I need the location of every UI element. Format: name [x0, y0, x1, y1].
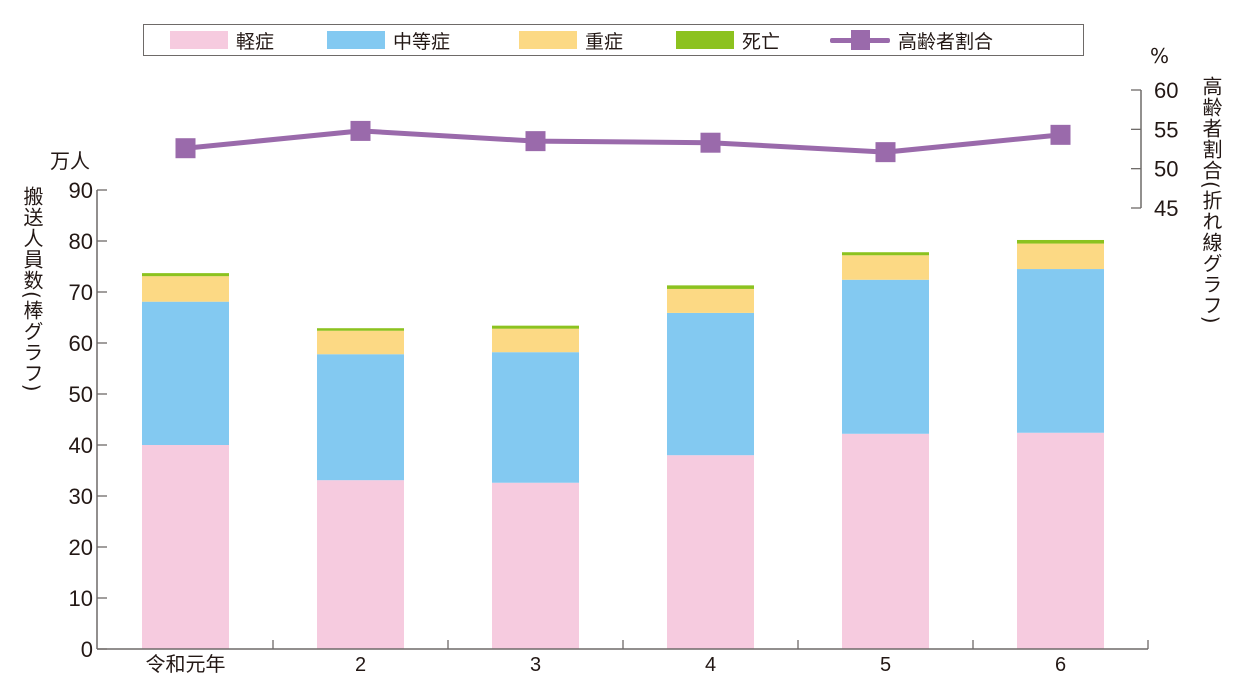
bar-segment: [142, 301, 229, 445]
line-marker: [350, 120, 371, 141]
legend-label: 軽症: [236, 30, 275, 53]
line-marker: [525, 131, 546, 152]
bar-segment: [667, 285, 754, 289]
legend: 軽症 中等症 重症 死亡 高齢者割合: [143, 24, 1084, 56]
legend-item-elderly-ratio: 高齢者割合: [830, 25, 993, 55]
line-marker: [1050, 124, 1071, 145]
legend-label: 高齢者割合: [898, 30, 994, 53]
y-tick-label: 70: [69, 280, 93, 305]
bar-segment: [492, 482, 579, 649]
y2-tick-label: 55: [1154, 117, 1178, 142]
bar-segment: [317, 354, 404, 481]
legend-swatch-mild: [170, 31, 228, 49]
line-marker: [175, 138, 196, 159]
x-tick-label: 令和元年: [146, 653, 226, 676]
bar-segment: [842, 433, 929, 649]
legend-swatch-moderate: [327, 31, 385, 49]
y-tick-label: 40: [69, 433, 93, 458]
bar-segment: [317, 330, 404, 355]
legend-label: 死亡: [742, 30, 781, 53]
y-tick-label: 20: [69, 535, 93, 560]
right-axis-title: 高齢者割合(折れ線グラフ): [1199, 76, 1223, 325]
legend-item-death: 死亡: [676, 25, 780, 55]
x-tick-label: 4: [705, 654, 716, 676]
y-tick-label: 60: [69, 331, 93, 356]
line-marker: [875, 142, 896, 163]
bar-segment: [492, 325, 579, 329]
x-tick-label: 2: [355, 654, 366, 676]
bar-segment: [842, 252, 929, 256]
y-tick-label: 30: [69, 484, 93, 509]
bar-segment: [142, 276, 229, 302]
left-axis-title: 搬送人員数(棒グラフ): [20, 186, 44, 393]
y-tick-label: 90: [69, 178, 93, 203]
right-axis-unit: %: [1150, 44, 1170, 68]
bar-segment: [317, 328, 404, 331]
left-axis-unit: 万人: [50, 149, 90, 173]
bar-segment: [667, 288, 754, 313]
legend-item-mild: 軽症: [170, 25, 274, 55]
y-tick-label: 10: [69, 586, 93, 611]
y2-tick-label: 45: [1154, 196, 1178, 221]
bar-segment: [667, 455, 754, 649]
y2-tick-label: 60: [1154, 78, 1178, 103]
bar-segment: [492, 352, 579, 483]
bar-segment: [142, 445, 229, 649]
legend-label: 中等症: [393, 30, 451, 53]
x-tick-label: 6: [1055, 654, 1066, 676]
y-tick-label: 0: [81, 637, 93, 662]
y-tick-label: 80: [69, 229, 93, 254]
x-tick-label: 3: [530, 654, 541, 676]
elderly-ratio-line: [175, 120, 1071, 163]
line-marker: [700, 132, 721, 153]
stacked-bars: [142, 239, 1104, 649]
line-marker-icon: [830, 30, 890, 50]
legend-swatch-severe: [519, 31, 577, 49]
bar-segment: [842, 279, 929, 434]
bar-segment: [317, 480, 404, 649]
bar-segment: [842, 255, 929, 280]
legend-item-moderate: 中等症: [327, 25, 450, 55]
bar-segment: [1017, 239, 1104, 244]
y-tick-label: 50: [69, 382, 93, 407]
bar-segment: [1017, 432, 1104, 649]
x-tick-label: 5: [880, 654, 891, 676]
legend-swatch-death: [676, 31, 734, 49]
legend-item-severe: 重症: [519, 25, 623, 55]
bar-segment: [667, 312, 754, 456]
legend-label: 重症: [585, 30, 624, 53]
bar-segment: [492, 328, 579, 353]
bar-segment: [142, 273, 229, 277]
bar-segment: [1017, 269, 1104, 433]
y2-tick-label: 50: [1154, 157, 1178, 182]
bar-segment: [1017, 243, 1104, 270]
